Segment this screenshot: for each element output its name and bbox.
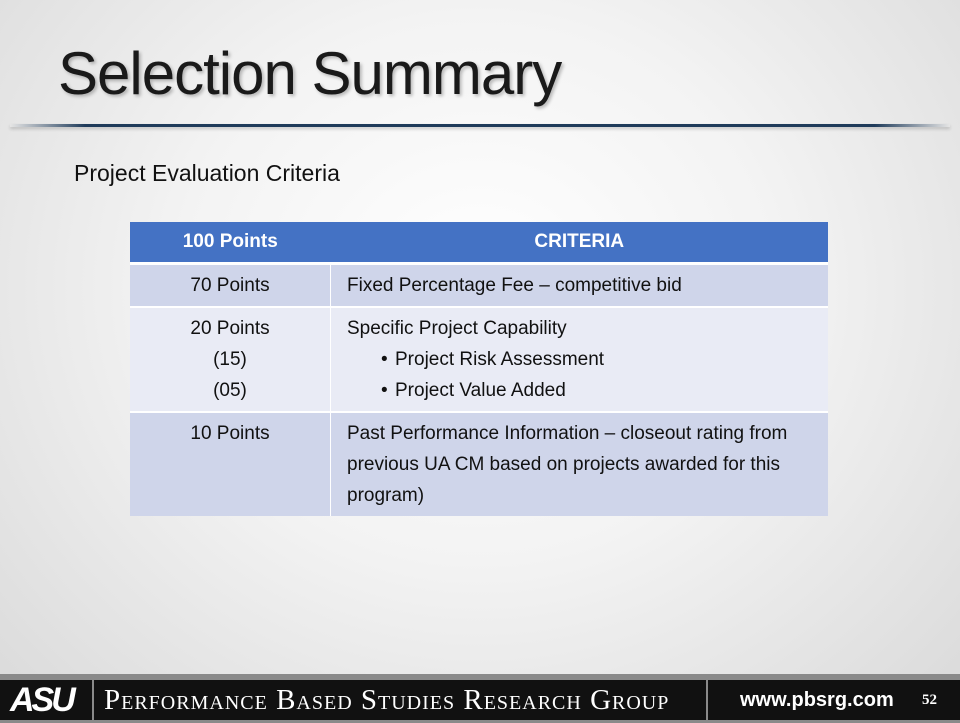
table-row: 70 Points Fixed Percentage Fee – competi… — [130, 262, 828, 307]
slide-subtitle: Project Evaluation Criteria — [74, 160, 340, 186]
slide-title: Selection Summary — [58, 40, 562, 107]
header-criteria: CRITERIA — [330, 222, 828, 265]
table-row: 20 Points (15) (05) Specific Project Cap… — [130, 306, 828, 412]
footer-divider — [706, 680, 708, 720]
points-cell: 70 Points — [130, 262, 331, 307]
points-value: 10 Points — [190, 423, 270, 444]
list-item: Project Value Added — [381, 375, 818, 406]
organization-name: Performance Based Studies Research Group — [104, 684, 670, 716]
footer-bar: ASU Performance Based Studies Research G… — [0, 674, 960, 723]
footer-inner: ASU Performance Based Studies Research G… — [0, 680, 960, 720]
criteria-text: Specific Project Capability — [347, 318, 567, 339]
page-number: 52 — [922, 692, 937, 708]
asu-logo: ASU — [10, 681, 76, 719]
criteria-text: Past Performance Information – closeout … — [347, 423, 788, 506]
title-divider — [10, 124, 950, 127]
points-value: 20 Points — [190, 318, 270, 339]
criteria-bullet-list: Project Risk Assessment Project Value Ad… — [347, 344, 818, 406]
points-subvalue: (15) — [213, 349, 247, 370]
points-value: 70 Points — [190, 275, 270, 296]
table-row: 10 Points Past Performance Information –… — [130, 411, 828, 516]
criteria-cell: Specific Project Capability Project Risk… — [330, 306, 828, 412]
points-cell: 20 Points (15) (05) — [130, 306, 331, 412]
points-subvalue: (05) — [213, 380, 247, 401]
criteria-cell: Past Performance Information – closeout … — [330, 411, 828, 516]
table-header-row: 100 Points CRITERIA — [130, 222, 828, 265]
criteria-table: 100 Points CRITERIA 70 Points Fixed Perc… — [130, 222, 828, 516]
points-cell: 10 Points — [130, 411, 331, 516]
footer-divider — [92, 680, 94, 720]
header-points: 100 Points — [130, 222, 331, 265]
list-item: Project Risk Assessment — [381, 344, 818, 375]
criteria-cell: Fixed Percentage Fee – competitive bid — [330, 262, 828, 307]
criteria-text: Fixed Percentage Fee – competitive bid — [347, 275, 682, 296]
website-link[interactable]: www.pbsrg.com — [740, 689, 894, 711]
